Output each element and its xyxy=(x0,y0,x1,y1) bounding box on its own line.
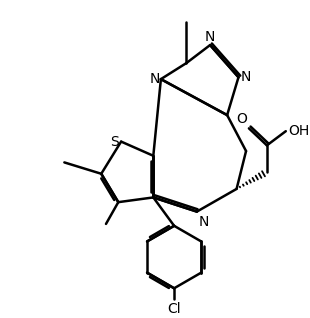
Text: O: O xyxy=(236,113,247,127)
Text: N: N xyxy=(205,30,215,44)
Text: S: S xyxy=(110,135,119,149)
Text: N: N xyxy=(149,72,160,86)
Text: N: N xyxy=(199,215,209,229)
Text: OH: OH xyxy=(289,124,310,138)
Text: Cl: Cl xyxy=(167,302,181,316)
Text: N: N xyxy=(240,70,251,84)
